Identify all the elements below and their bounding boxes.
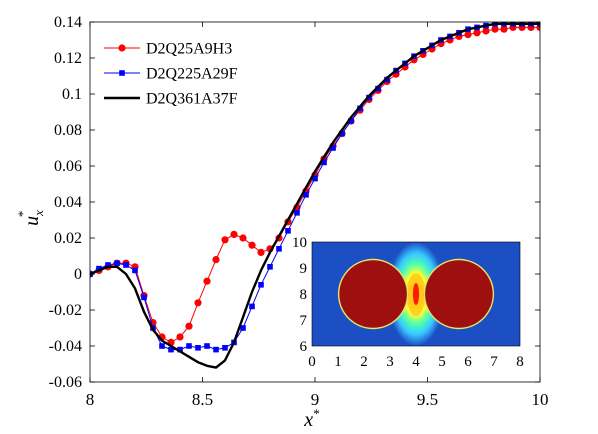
- y-tick-label: -0.02: [49, 302, 82, 319]
- y-tick-label: 0.02: [54, 230, 82, 247]
- series-point-D2Q25A9H3-18: [248, 241, 256, 249]
- inset-x-tick-label: 8: [516, 354, 524, 370]
- series-point-D2Q225A29F-24: [303, 192, 309, 198]
- legend-swatch-marker: [119, 70, 125, 76]
- legend-label: D2Q225A29F: [146, 66, 238, 83]
- y-tick-label: 0.08: [54, 122, 82, 139]
- inset-frame: [311, 241, 521, 347]
- y-tick-label: -0.06: [49, 374, 82, 391]
- series-point-D2Q225A29F-19: [258, 282, 264, 288]
- inset-x-tick-label: 0: [308, 354, 316, 370]
- series-point-D2Q225A29F-3: [114, 260, 120, 266]
- y-tick-label: 0.06: [54, 158, 82, 175]
- series-point-D2Q225A29F-28: [339, 130, 345, 137]
- series-point-D2Q225A29F-27: [330, 145, 336, 151]
- series-point-D2Q225A29F-2: [105, 262, 111, 268]
- series-point-D2Q25A9H3-46: [500, 25, 508, 33]
- series-point-D2Q225A29F-6: [141, 294, 147, 301]
- series-point-D2Q225A29F-22: [285, 228, 291, 234]
- y-tick-label: 0.1: [62, 86, 82, 103]
- inset-circle-1: [425, 260, 493, 328]
- inset-y-tick-label: 9: [300, 261, 308, 277]
- legend: D2Q25A9H3 D2Q225A29F D2Q361A37F: [100, 34, 270, 112]
- inset-x-tick-label: 4: [412, 354, 420, 370]
- series-point-D2Q225A29F-4: [123, 262, 129, 268]
- y-axis-label: ux*: [15, 210, 46, 226]
- series-point-D2Q25A9H3-12: [194, 299, 202, 307]
- series-point-D2Q225A29F-29: [348, 118, 354, 124]
- series-point-D2Q225A29F-33: [384, 76, 390, 83]
- legend-label: D2Q361A37F: [146, 91, 238, 108]
- y-tick-label: 0: [74, 266, 82, 283]
- y-axis-label-sup: *: [15, 211, 30, 218]
- series-point-D2Q225A29F-20: [267, 264, 273, 270]
- main-axes-layer: 8 8.5 9 9.5 10-0.06-0.04-0.0200.020.040.060.…: [49, 14, 549, 409]
- series-point-D2Q25A9H3-45: [491, 25, 499, 33]
- series-point-D2Q225A29F-13: [204, 343, 210, 349]
- series-point-D2Q225A29F-17: [240, 325, 246, 331]
- series-point-D2Q25A9H3-19: [257, 248, 265, 256]
- series-point-D2Q25A9H3-10: [176, 333, 184, 341]
- axis-labels: x*ux*: [15, 210, 320, 431]
- y-axis-label-sub: x: [31, 210, 46, 217]
- series-point-D2Q225A29F-14: [213, 346, 219, 353]
- series-point-D2Q225A29F-1: [96, 265, 102, 272]
- x-tick-label: 8: [86, 390, 95, 409]
- series-point-D2Q25A9H3-13: [203, 277, 211, 285]
- inset-x-tick-label: 3: [386, 354, 394, 370]
- legend-swatch-marker: [118, 44, 126, 52]
- series-point-D2Q225A29F-11: [186, 343, 192, 349]
- series-point-D2Q25A9H3-14: [212, 256, 220, 264]
- series-point-D2Q225A29F-15: [222, 345, 228, 351]
- series-point-D2Q225A29F-21: [276, 246, 282, 252]
- inset-y-tick-label: 8: [300, 287, 308, 303]
- inset-x-tick-label: 2: [360, 354, 368, 370]
- inset-x-tick-label: 1: [334, 354, 342, 370]
- series-point-D2Q225A29F-32: [375, 85, 381, 92]
- series-point-D2Q225A29F-8: [159, 343, 165, 349]
- series-point-D2Q25A9H3-43: [473, 29, 481, 37]
- y-tick-label: 0.14: [54, 14, 82, 31]
- series-point-D2Q25A9H3-17: [239, 234, 247, 242]
- series-point-D2Q225A29F-23: [294, 210, 300, 216]
- series-point-D2Q25A9H3-15: [221, 236, 229, 244]
- inset-y-tick-label: 7: [300, 313, 308, 329]
- y-tick-label: -0.04: [49, 338, 82, 355]
- series-point-D2Q25A9H3-44: [482, 27, 490, 35]
- y-axis-label-main: u: [21, 216, 43, 226]
- inset-x-tick-label: 7: [490, 354, 498, 370]
- main-lines-layer: [90, 22, 540, 369]
- series-point-D2Q25A9H3-11: [185, 322, 193, 330]
- inset-y-tick-label: 10: [292, 235, 307, 251]
- series-line-D2Q361A37F: [90, 22, 540, 369]
- inset-x-tick-label: 5: [438, 354, 446, 370]
- series-point-D2Q225A29F-5: [132, 267, 138, 274]
- x-tick-label: 8.5: [192, 390, 213, 409]
- x-axis-label-main: x: [303, 409, 313, 431]
- inset-heatmap: 0 1 2 3 4 5 6 7 8 6 7 8 9 10: [292, 235, 524, 370]
- main-plot: 8 8.5 9 9.5 10-0.06-0.04-0.0200.020.040.060.…: [49, 14, 549, 409]
- inset-circle-0: [339, 260, 407, 328]
- legend-label: D2Q25A9H3: [146, 41, 232, 58]
- x-axis-label-sup: *: [313, 406, 320, 421]
- series-point-D2Q225A29F-12: [195, 345, 201, 351]
- x-tick-label: 10: [532, 390, 549, 409]
- y-tick-label: 0.04: [54, 194, 82, 211]
- series-point-D2Q225A29F-25: [312, 175, 318, 182]
- x-tick-label: 9: [311, 390, 320, 409]
- inset-x-tick-label: 6: [464, 354, 472, 370]
- x-tick-label: 9.5: [417, 390, 438, 409]
- series-point-D2Q25A9H3-42: [464, 30, 472, 39]
- series-point-D2Q25A9H3-16: [230, 230, 238, 238]
- y-tick-label: 0.12: [54, 50, 82, 67]
- inset-y-tick-label: 6: [300, 339, 308, 355]
- inset-hotspot-core: [412, 283, 420, 305]
- series-point-D2Q225A29F-9: [168, 346, 174, 353]
- x-axis-label: x*: [303, 406, 319, 431]
- series-point-D2Q225A29F-26: [321, 159, 327, 166]
- series-point-D2Q225A29F-18: [249, 303, 255, 310]
- series-point-D2Q225A29F-10: [177, 346, 183, 353]
